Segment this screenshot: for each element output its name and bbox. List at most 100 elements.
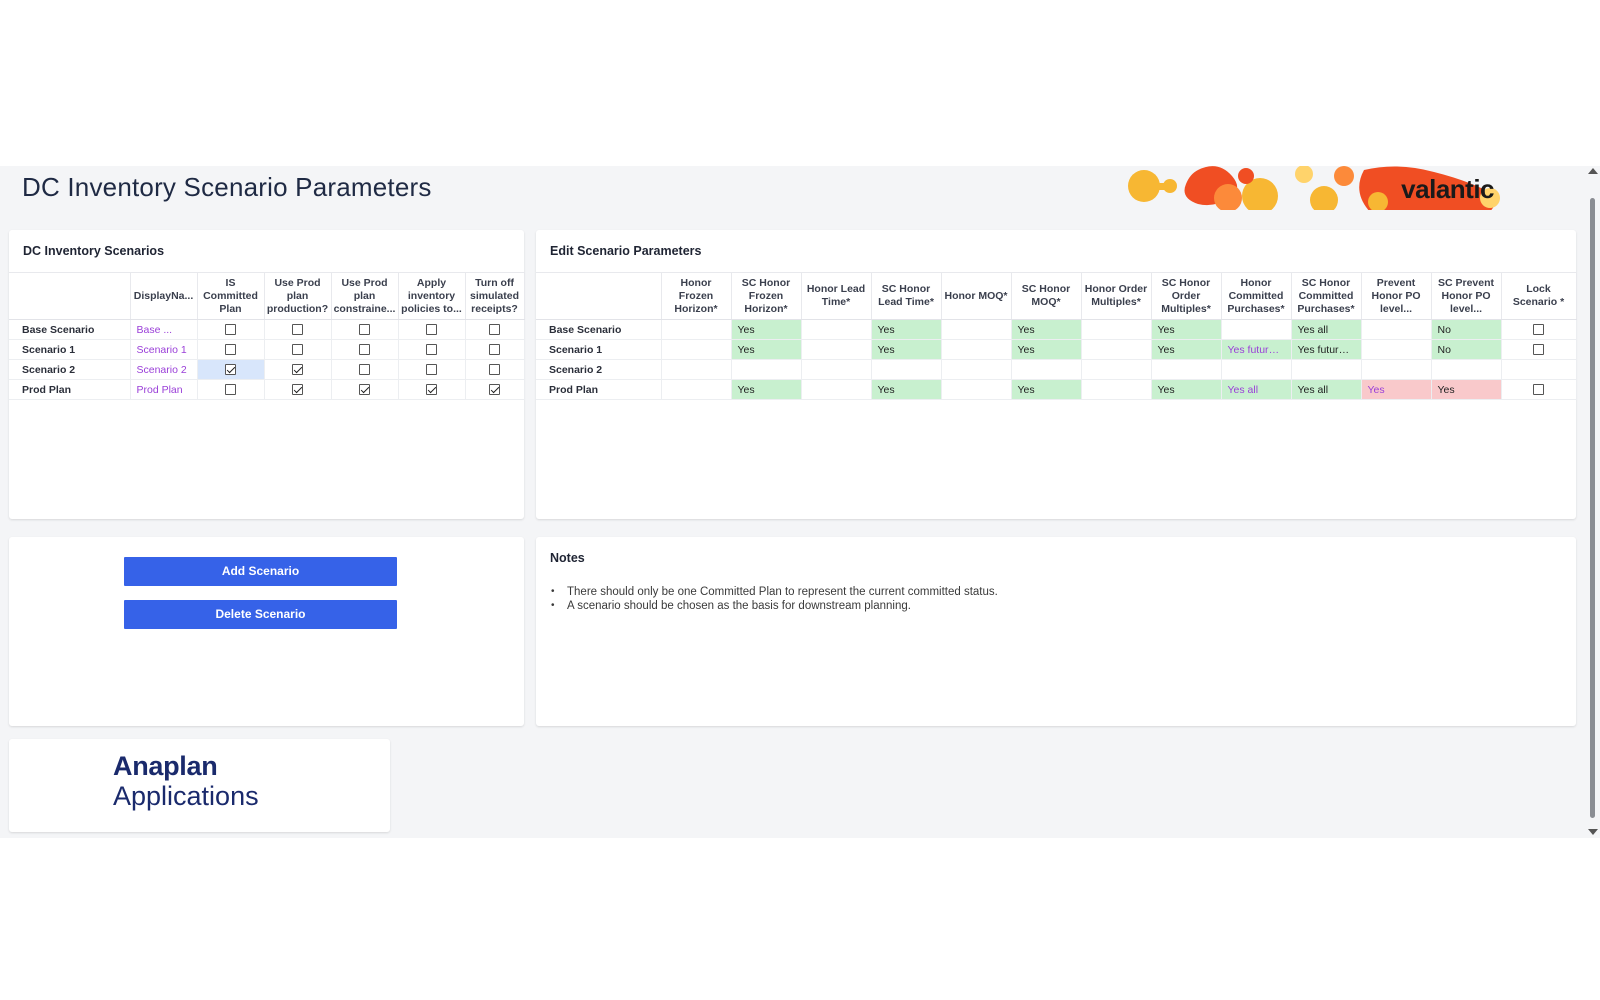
checkbox-checked[interactable]: [225, 364, 236, 376]
checkbox-cell[interactable]: [465, 339, 525, 360]
checkbox-cell[interactable]: [197, 339, 265, 360]
param-cell[interactable]: [941, 359, 1012, 380]
param-cell[interactable]: [1361, 319, 1432, 340]
col-header[interactable]: SC Honor Order Multiples*: [1151, 272, 1222, 320]
checkbox-cell[interactable]: [264, 379, 332, 400]
col-header[interactable]: Honor MOQ*: [941, 272, 1012, 320]
param-cell[interactable]: [941, 319, 1012, 340]
col-header[interactable]: SC Honor Committed Purchases*: [1291, 272, 1362, 320]
col-header[interactable]: Prevent Honor PO level...: [1361, 272, 1432, 320]
add-scenario-button[interactable]: Add Scenario: [124, 557, 397, 586]
param-cell[interactable]: Yes: [1431, 379, 1502, 400]
lock-checkbox[interactable]: [1533, 324, 1544, 336]
param-cell[interactable]: Yes: [871, 339, 942, 360]
param-cell[interactable]: Yes: [1151, 319, 1222, 340]
lock-checkbox[interactable]: [1533, 344, 1544, 356]
checkbox-cell[interactable]: [465, 379, 525, 400]
col-header-displayname[interactable]: DisplayNa...: [130, 272, 198, 320]
param-cell[interactable]: [941, 339, 1012, 360]
checkbox[interactable]: [489, 324, 500, 336]
param-cell[interactable]: [1081, 339, 1152, 360]
checkbox-cell[interactable]: [398, 339, 466, 360]
param-cell[interactable]: [661, 379, 732, 400]
checkbox[interactable]: [225, 344, 236, 356]
checkbox-checked[interactable]: [489, 384, 500, 396]
checkbox-cell[interactable]: [465, 359, 525, 380]
param-cell[interactable]: [1221, 359, 1292, 380]
checkbox[interactable]: [489, 364, 500, 376]
col-header-apply-inventory-policies[interactable]: Apply inventory policies to...: [398, 272, 466, 320]
checkbox-cell[interactable]: [197, 379, 265, 400]
checkbox-cell[interactable]: [331, 319, 399, 340]
checkbox-cell[interactable]: [264, 319, 332, 340]
lock-cell[interactable]: [1501, 359, 1577, 380]
checkbox[interactable]: [292, 344, 303, 356]
checkbox-cell[interactable]: [331, 339, 399, 360]
checkbox-cell-selected[interactable]: [197, 359, 265, 380]
param-cell[interactable]: [1011, 359, 1082, 380]
param-cell[interactable]: [1291, 359, 1362, 380]
checkbox-cell[interactable]: [197, 319, 265, 340]
param-cell[interactable]: Yes: [731, 379, 802, 400]
col-header-use-prod-production[interactable]: Use Prod plan production?: [264, 272, 332, 320]
display-name-cell[interactable]: Prod Plan: [130, 379, 198, 400]
param-cell[interactable]: Yes: [1151, 379, 1222, 400]
checkbox-cell[interactable]: [465, 319, 525, 340]
param-cell[interactable]: Yes: [1011, 339, 1082, 360]
lock-checkbox[interactable]: [1533, 384, 1544, 396]
checkbox[interactable]: [359, 344, 370, 356]
param-cell[interactable]: [801, 339, 872, 360]
checkbox[interactable]: [359, 364, 370, 376]
param-cell[interactable]: [1081, 379, 1152, 400]
param-cell[interactable]: Yes: [871, 319, 942, 340]
delete-scenario-button[interactable]: Delete Scenario: [124, 600, 397, 629]
param-cell[interactable]: Yes all: [1291, 379, 1362, 400]
param-cell[interactable]: [1081, 359, 1152, 380]
scroll-down-arrow-icon[interactable]: [1588, 829, 1598, 835]
checkbox[interactable]: [225, 324, 236, 336]
param-cell[interactable]: [1081, 319, 1152, 340]
checkbox-checked[interactable]: [292, 384, 303, 396]
checkbox[interactable]: [225, 384, 236, 396]
param-cell[interactable]: [871, 359, 942, 380]
scrollbar-thumb[interactable]: [1590, 198, 1595, 818]
checkbox-cell[interactable]: [398, 379, 466, 400]
checkbox-checked[interactable]: [426, 384, 437, 396]
col-header[interactable]: Honor Frozen Horizon*: [661, 272, 732, 320]
col-header-use-prod-constrained[interactable]: Use Prod plan constraine...: [331, 272, 399, 320]
display-name-cell[interactable]: Scenario 1: [130, 339, 198, 360]
param-cell[interactable]: Yes: [1361, 379, 1432, 400]
param-cell[interactable]: Yes future ...: [1221, 339, 1292, 360]
param-cell[interactable]: No: [1431, 339, 1502, 360]
param-cell[interactable]: Yes future ...: [1291, 339, 1362, 360]
param-cell[interactable]: [941, 379, 1012, 400]
vertical-scrollbar[interactable]: [1586, 166, 1600, 838]
param-cell[interactable]: [661, 359, 732, 380]
checkbox-checked[interactable]: [359, 384, 370, 396]
col-header-is-committed[interactable]: IS Committed Plan: [197, 272, 265, 320]
checkbox-cell[interactable]: [264, 339, 332, 360]
display-name-cell[interactable]: Base ...: [130, 319, 198, 340]
col-header[interactable]: SC Honor MOQ*: [1011, 272, 1082, 320]
checkbox[interactable]: [426, 324, 437, 336]
param-cell[interactable]: [661, 319, 732, 340]
col-header-turn-off-simulated[interactable]: Turn off simulated receipts?: [465, 272, 525, 320]
param-cell[interactable]: [1431, 359, 1502, 380]
param-cell[interactable]: Yes: [871, 379, 942, 400]
param-cell[interactable]: [661, 339, 732, 360]
param-cell[interactable]: [801, 359, 872, 380]
col-header[interactable]: SC Prevent Honor PO level...: [1431, 272, 1502, 320]
col-header[interactable]: SC Honor Lead Time*: [871, 272, 942, 320]
param-cell[interactable]: [1361, 339, 1432, 360]
param-cell[interactable]: Yes: [1011, 379, 1082, 400]
scroll-up-arrow-icon[interactable]: [1588, 168, 1598, 174]
param-cell[interactable]: [1151, 359, 1222, 380]
param-cell[interactable]: [1221, 319, 1292, 340]
param-cell[interactable]: [731, 359, 802, 380]
checkbox[interactable]: [292, 324, 303, 336]
param-cell[interactable]: [1361, 359, 1432, 380]
col-header[interactable]: Honor Order Multiples*: [1081, 272, 1152, 320]
col-header[interactable]: Honor Committed Purchases*: [1221, 272, 1292, 320]
col-header-lock-scenario[interactable]: Lock Scenario *: [1501, 272, 1577, 320]
checkbox[interactable]: [426, 364, 437, 376]
